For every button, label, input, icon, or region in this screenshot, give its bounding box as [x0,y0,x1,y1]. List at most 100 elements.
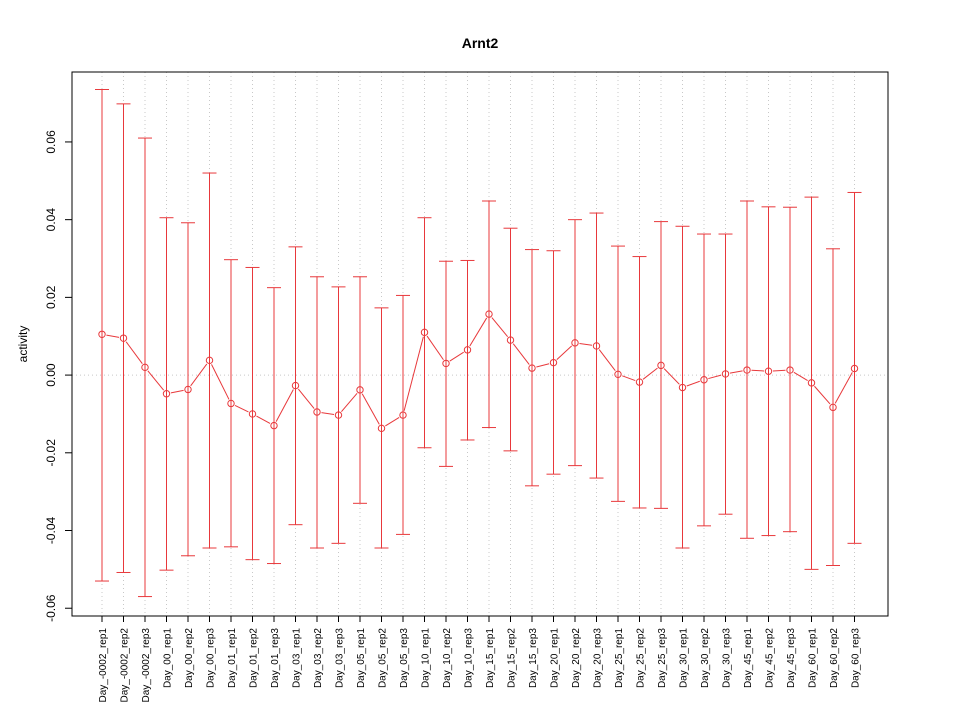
data-point [657,361,665,370]
data-point [184,385,192,394]
data-point [485,310,493,318]
data-point [205,356,214,365]
x-tick-label: Day_25_rep1 [614,628,625,688]
data-point [420,328,429,337]
data-point [528,364,536,372]
data-point [506,336,515,344]
x-tick-label: Day_05_rep1 [356,628,367,688]
x-tick-label: Day_15_rep2 [507,628,518,688]
series-line-segment [834,372,853,404]
series-line-segment [814,385,831,405]
data-point [678,383,687,392]
series-line-segment [622,375,636,382]
series-line-segment [751,369,765,372]
series-line-segment [708,374,722,380]
x-tick-label: Day_15_rep3 [528,628,539,688]
data-point [764,367,773,375]
data-point [829,403,837,412]
series-line-segment [256,415,271,424]
x-tick-label: Day_20_rep2 [571,628,582,688]
x-tick-label: Day_05_rep2 [378,628,389,688]
series-line-segment [147,370,165,391]
data-point [377,424,386,433]
x-tick-label: Day_25_rep3 [657,628,668,688]
series-line-segment [211,364,230,400]
series-line-segment [275,389,294,422]
data-point [807,379,816,387]
x-tick-label: Day_60_rep1 [808,628,819,688]
series-line-segment [512,343,530,365]
y-tick-label: -0.06 [44,594,58,622]
series-line-segment [190,363,208,387]
series-line-segment [793,371,808,381]
x-tick-label: Day_-0002_rep2 [120,628,131,703]
data-point [786,366,794,374]
data-point [592,342,601,350]
data-point [743,366,751,374]
x-tick-label: Day_05_rep3 [399,628,410,688]
x-tick-label: Day_03_rep1 [292,628,303,688]
data-point [98,330,106,338]
data-point [248,410,257,418]
data-point [227,399,235,408]
x-tick-label: Day_03_rep3 [335,628,346,688]
y-tick-label: 0.04 [44,208,58,232]
x-tick-label: Day_45_rep3 [786,628,797,688]
x-tick-label: Day_00_rep1 [163,628,174,688]
data-point [614,370,622,379]
data-point [313,408,321,416]
x-tick-label: Day_30_rep3 [722,628,733,688]
x-axis: Day_-0002_rep1 Day_-0002_rep2 Day_-0002_re… [98,616,862,703]
x-tick-label: Day_45_rep2 [765,628,776,688]
x-tick-label: Day_25_rep2 [636,628,647,688]
x-tick-label: Day_10_rep1 [421,628,432,688]
y-axis-label: activity [16,326,30,363]
series-line-segment [663,368,680,385]
y-tick-label: -0.02 [44,439,58,467]
x-tick-label: Day_00_rep2 [184,628,195,688]
data-point [463,346,472,354]
series-line-segment [556,345,573,360]
x-tick-label: Day_20_rep3 [593,628,604,688]
x-tick-label: Day_-0002_rep3 [141,628,152,703]
x-tick-label: Day_15_rep1 [485,628,496,688]
y-tick-label: 0.06 [44,130,58,154]
x-tick-label: Day_10_rep2 [442,628,453,688]
series-line-segment [321,412,335,415]
data-point [334,411,343,419]
x-tick-label: Day_20_rep1 [550,628,561,688]
series-line-segment [385,417,400,427]
data-point [141,363,149,372]
series-line-segment [642,367,658,380]
y-tick-label: 0.02 [44,285,58,309]
x-tick-label: Day_60_rep2 [829,628,840,688]
x-tick-label: Day_10_rep3 [464,628,475,688]
data-point [119,334,128,342]
series-line-segment [686,380,700,387]
series-line-segment [536,363,550,368]
series-line-segment [170,389,184,394]
grid-layer [72,72,888,616]
series-layer [95,88,862,598]
series-line-segment [772,369,786,372]
data-point [356,386,364,394]
series-line-segment [341,392,358,413]
x-tick-label: Day_01_rep3 [270,628,281,688]
plot-frame [71,71,889,617]
series-line-segment [449,351,464,362]
y-tick-label: 0.00 [44,363,58,387]
y-tick-label: -0.04 [44,517,58,545]
series-line-segment [598,349,616,372]
x-tick-label: Day_01_rep1 [227,628,238,688]
x-tick-label: Day_45_rep1 [743,628,754,688]
x-tick-label: Day_03_rep2 [313,628,324,688]
chart-title: Arnt2 [462,35,499,51]
data-point [162,390,171,398]
data-point [442,359,450,368]
series-line-segment [491,317,509,337]
data-point [270,421,278,430]
series-line-segment [125,341,143,364]
series-line-segment [297,388,315,409]
y-axis: -0.06 -0.04 -0.02 0.00 0.02 0.04 0.06 [44,130,72,622]
